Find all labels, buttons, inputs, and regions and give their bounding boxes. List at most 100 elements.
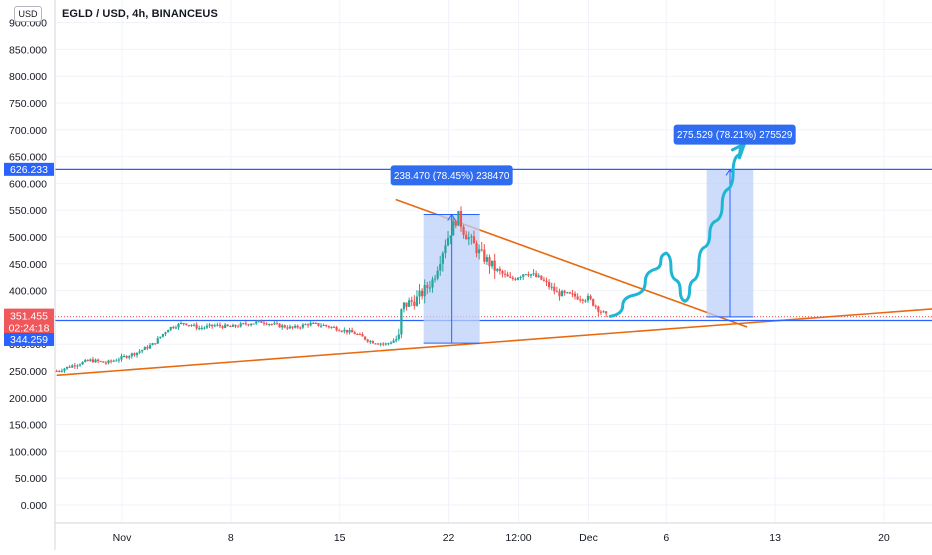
candle-down bbox=[454, 221, 457, 226]
candle-down bbox=[568, 292, 571, 294]
candle-up bbox=[78, 364, 82, 366]
candle-up bbox=[602, 311, 605, 313]
candle-down bbox=[335, 327, 338, 331]
candle-down bbox=[306, 324, 310, 326]
axes: 0.000 50.000 100.000 150.000 200.000 250.000 3… bbox=[9, 0, 932, 550]
candle-up bbox=[141, 349, 144, 352]
candle-down bbox=[511, 277, 514, 280]
candle-up bbox=[431, 279, 434, 288]
candle-up bbox=[89, 359, 92, 361]
candle-up bbox=[128, 356, 131, 358]
candle-down bbox=[299, 327, 302, 329]
x-tick-label: 13 bbox=[769, 532, 781, 544]
candle-up bbox=[130, 353, 133, 357]
candle-up bbox=[239, 323, 242, 327]
y-tick-label: 600.000 bbox=[9, 178, 47, 190]
y-tick-label: 250.000 bbox=[9, 366, 47, 378]
candle-up bbox=[273, 323, 276, 325]
candle-down bbox=[340, 330, 343, 332]
projection-path bbox=[608, 144, 744, 318]
candle-up bbox=[446, 237, 450, 246]
candle-down bbox=[599, 311, 603, 313]
candle-up bbox=[529, 274, 533, 276]
candle-down bbox=[376, 343, 380, 345]
candle-down bbox=[283, 325, 286, 328]
candle-up bbox=[115, 360, 118, 362]
candle-up bbox=[519, 276, 522, 278]
candle-up bbox=[167, 330, 170, 333]
candle-down bbox=[187, 325, 190, 327]
x-tick-label: Dec bbox=[579, 532, 598, 544]
last-price-tag bbox=[4, 308, 54, 335]
candle-up bbox=[208, 324, 211, 326]
candle-up bbox=[192, 324, 196, 326]
countdown-label: 02:24:18 bbox=[9, 323, 50, 335]
candle-down bbox=[382, 343, 385, 345]
resistance-tag bbox=[4, 162, 54, 176]
candle-down bbox=[535, 273, 538, 277]
candle-down bbox=[358, 334, 362, 336]
candle-down bbox=[356, 334, 359, 336]
currency-badge[interactable]: USD bbox=[14, 6, 42, 22]
candle-down bbox=[317, 323, 320, 326]
candle-down bbox=[506, 274, 509, 277]
candle-down bbox=[296, 325, 299, 328]
candle-up bbox=[400, 309, 403, 335]
candle-down bbox=[410, 300, 413, 302]
x-tick-label: 8 bbox=[228, 532, 234, 544]
candles bbox=[55, 206, 608, 373]
candle-down bbox=[498, 268, 501, 272]
candle-up bbox=[177, 323, 180, 328]
candle-down bbox=[501, 271, 504, 274]
candle-up bbox=[174, 327, 178, 329]
candle-down bbox=[571, 293, 574, 295]
candle-down bbox=[244, 323, 247, 325]
candle-up bbox=[294, 325, 297, 328]
x-tick-label: 15 bbox=[334, 532, 346, 544]
y-tick-label: 700.000 bbox=[9, 125, 47, 137]
y-tick-label: 800.000 bbox=[9, 71, 47, 83]
candle-down bbox=[462, 226, 465, 235]
candle-down bbox=[275, 323, 279, 325]
candle-down bbox=[597, 306, 600, 312]
candle-up bbox=[138, 351, 141, 353]
candle-down bbox=[594, 305, 597, 307]
candle-up bbox=[200, 327, 203, 329]
candle-down bbox=[553, 286, 556, 292]
candle-up bbox=[379, 343, 382, 345]
candle-up bbox=[143, 347, 146, 350]
candle-up bbox=[242, 323, 245, 325]
candle-up bbox=[161, 334, 165, 337]
candle-down bbox=[545, 280, 548, 283]
candle-down bbox=[99, 361, 102, 363]
candle-down bbox=[542, 279, 546, 281]
candle-down bbox=[589, 295, 592, 300]
grid bbox=[55, 0, 932, 523]
candle-up bbox=[418, 290, 421, 297]
candle-down bbox=[581, 299, 584, 301]
y-tick-label: 750.000 bbox=[9, 98, 47, 110]
candle-up bbox=[586, 295, 590, 301]
candle-up bbox=[478, 249, 481, 254]
x-tick-label: 20 bbox=[878, 532, 890, 544]
candle-up bbox=[231, 324, 235, 327]
candle-up bbox=[255, 321, 258, 324]
candle-up bbox=[389, 342, 393, 344]
candle-up bbox=[439, 263, 442, 271]
candle-up bbox=[151, 343, 154, 346]
candle-up bbox=[164, 332, 167, 335]
candle-down bbox=[237, 326, 240, 328]
y-tick-label: 400.000 bbox=[9, 286, 47, 298]
candle-up bbox=[159, 336, 162, 339]
candle-up bbox=[392, 340, 395, 343]
trendline-ascending-support bbox=[56, 308, 932, 377]
candle-up bbox=[169, 326, 172, 331]
candle-up bbox=[120, 356, 123, 360]
candle-down bbox=[190, 325, 193, 327]
candle-up bbox=[428, 287, 431, 289]
candle-up bbox=[312, 322, 315, 324]
y-tick-label: 450.000 bbox=[9, 259, 47, 271]
